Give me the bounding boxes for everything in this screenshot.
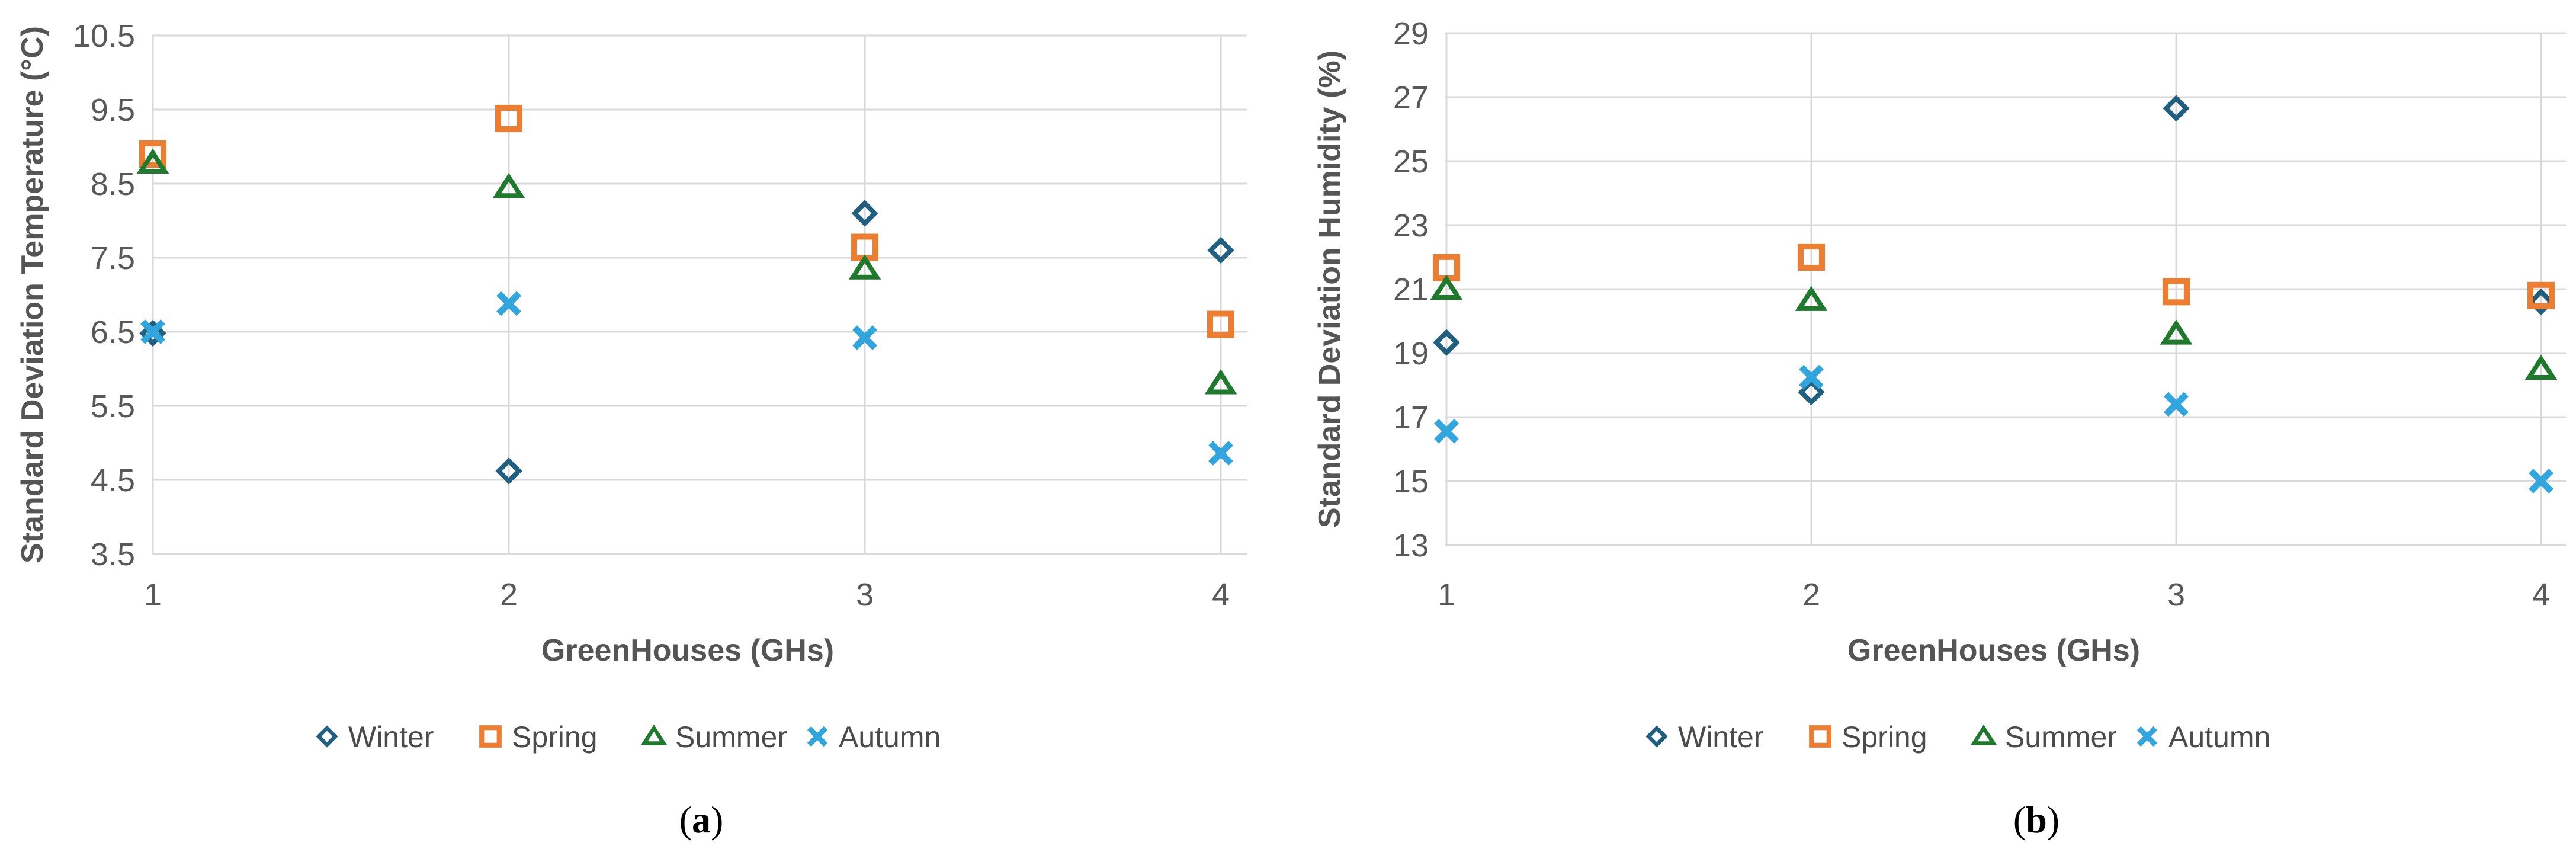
series-autumn	[140, 291, 1233, 466]
y-tick-label: 27	[1393, 80, 1429, 116]
y-tick-label: 17	[1393, 400, 1429, 435]
marker-summer-gh2	[492, 172, 525, 198]
marker-autumn-gh2	[496, 291, 521, 316]
series-winter	[1433, 95, 2555, 406]
marker-spring-gh3	[2163, 278, 2190, 306]
x-axis-title: GreenHouses (GHs)	[1847, 633, 2140, 668]
chart-panel-a: 10.5 9.5 8.5 7.5 6.5 5.5 4.5 3.5 1 2 3 4 Standard De…	[15, 18, 1247, 841]
marker-summer-gh3	[848, 254, 881, 280]
series-spring	[1433, 244, 2555, 309]
y-tick-label: 23	[1393, 208, 1429, 244]
legend-label: Summer	[2005, 720, 2117, 754]
x-tick-label: 4	[1212, 577, 1230, 613]
legend-item-summer: Summer	[640, 720, 787, 754]
series-spring	[139, 105, 1234, 338]
legend-label: Summer	[675, 720, 787, 754]
y-tick-label: 5.5	[91, 389, 135, 424]
x-tick-label: 3	[856, 577, 874, 613]
marker-summer-gh4	[2524, 354, 2558, 380]
legend-label: Autumn	[839, 720, 941, 754]
marker-autumn-gh1	[1434, 418, 1459, 444]
marker-spring-gh2	[1798, 244, 1825, 271]
y-tick-label: 15	[1393, 464, 1429, 499]
marker-winter-gh3	[851, 200, 878, 227]
marker-autumn-gh2	[1799, 364, 1824, 390]
y-tick-label: 4.5	[91, 463, 135, 498]
marker-autumn-gh3	[2164, 392, 2189, 417]
y-tick-label: 9.5	[91, 92, 135, 128]
legend-label: Spring	[1842, 720, 1927, 754]
y-tick-label: 25	[1393, 144, 1429, 180]
y-axis-title: Standard Deviation Temperature (°C)	[15, 26, 50, 563]
marker-spring-gh4	[2527, 281, 2555, 309]
marker-winter-gh3	[2163, 95, 2190, 122]
legend-item-autumn: Autumn	[2136, 720, 2270, 754]
marker-autumn-gh3	[852, 325, 877, 350]
marker-winter-gh1	[139, 319, 166, 347]
y-tick-label: 3.5	[91, 537, 135, 572]
marker-spring-gh4	[1207, 310, 1234, 338]
x-tick-label: 1	[1438, 577, 1455, 613]
legend-label: Winter	[1678, 720, 1763, 754]
marker-summer-gh2	[1795, 286, 1828, 311]
x-tick-label: 4	[2532, 577, 2550, 613]
y-tick-label: 6.5	[91, 315, 135, 350]
x-tick-label: 3	[2167, 577, 2185, 613]
panel-caption: (b)	[2013, 799, 2059, 841]
marker-autumn-gh4	[2529, 469, 2553, 494]
panel-caption: (a)	[679, 799, 724, 841]
legend-item-autumn: Autumn	[807, 720, 941, 754]
legend-item-winter: Winter	[1645, 720, 1763, 754]
marker-spring-gh2	[495, 105, 522, 132]
legend-item-winter: Winter	[316, 720, 434, 754]
marker-winter-gh4	[2527, 288, 2555, 316]
legend-label: Winter	[348, 720, 434, 754]
y-tick-label: 8.5	[91, 166, 135, 202]
x-axis-title: GreenHouses (GHs)	[541, 633, 834, 668]
legend-item-spring: Spring	[1809, 720, 1927, 754]
x-tick-label: 2	[1802, 577, 1820, 613]
marker-winter-gh2	[1798, 379, 1825, 406]
y-tick-label: 19	[1393, 336, 1429, 371]
y-tick-label: 21	[1393, 272, 1429, 307]
series-summer	[136, 148, 1237, 395]
series-summer	[1430, 274, 2558, 380]
legend-label: Autumn	[2168, 720, 2270, 754]
marker-spring-gh1	[139, 140, 166, 168]
legend-label: Spring	[512, 720, 598, 754]
y-tick-label: 29	[1393, 16, 1429, 52]
marker-summer-gh3	[2160, 319, 2193, 345]
marker-winter-gh1	[1433, 329, 1460, 356]
marker-summer-gh1	[136, 148, 169, 174]
marker-winter-gh2	[495, 457, 522, 485]
marker-summer-gh4	[1204, 369, 1237, 395]
marker-winter-gh4	[1207, 236, 1234, 264]
legend-item-summer: Summer	[1970, 720, 2117, 754]
marker-summer-gh1	[1430, 274, 1463, 300]
legend-item-spring: Spring	[479, 720, 598, 754]
y-tick-label: 10.5	[73, 18, 135, 54]
marker-autumn-gh4	[1208, 441, 1233, 466]
y-tick-label: 13	[1393, 528, 1429, 563]
marker-autumn-gh1	[140, 319, 165, 344]
x-tick-label: 2	[500, 577, 518, 613]
y-tick-label: 7.5	[91, 241, 135, 276]
y-axis-title: Standard Deviation Humidity (%)	[1313, 50, 1347, 528]
series-winter	[139, 200, 1234, 485]
x-tick-label: 1	[144, 577, 162, 613]
series-autumn	[1434, 364, 2553, 494]
